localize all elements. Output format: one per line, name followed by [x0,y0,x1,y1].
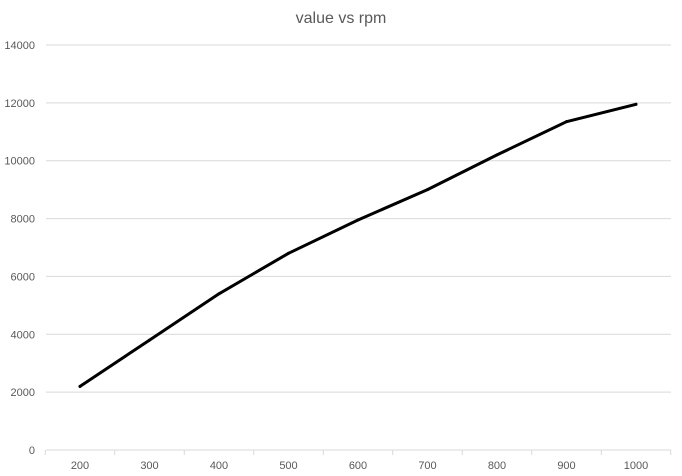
y-tick-label: 6000 [11,271,35,283]
y-tick-label: 12000 [4,98,35,110]
series-layer [78,102,638,388]
data-point [148,338,151,342]
x-tick-label: 500 [279,460,297,472]
data-point [78,384,82,388]
x-tick-label: 300 [140,460,158,472]
data-point [287,251,290,255]
chart-title: value vs rpm [296,10,387,27]
x-tick-label: 700 [418,460,436,472]
x-axis [44,449,672,455]
y-tick-label: 10000 [4,156,35,168]
y-tick-label: 0 [29,445,35,457]
x-tick-label: 200 [71,460,89,472]
x-tick-label: 1000 [624,460,648,472]
y-axis-tick-labels: 0 2000 4000 6000 8000 10000 12000 14000 [4,40,35,457]
x-axis-tick-labels: 200 300 400 500 600 700 800 900 1000 [71,460,648,472]
data-point [217,292,221,296]
y-tick-label: 14000 [4,40,35,52]
data-point [495,153,499,157]
data-point [426,188,429,192]
x-tick-label: 600 [349,460,367,472]
x-tick-label: 400 [210,460,228,472]
x-tick-label: 800 [488,460,506,472]
x-tick-label: 900 [557,460,575,472]
y-tick-label: 8000 [11,214,35,226]
series-line [78,102,638,388]
data-point [634,102,638,106]
data-point [565,120,568,124]
y-tick-label: 2000 [11,387,35,399]
gridlines [46,44,671,393]
y-tick-label: 4000 [11,329,35,341]
data-point [356,218,360,222]
